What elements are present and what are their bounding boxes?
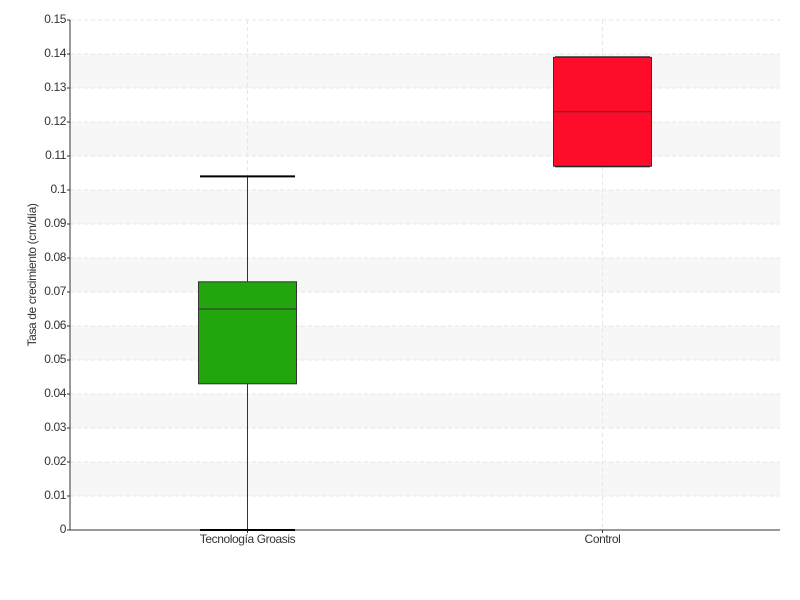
y-tick-label: 0.11: [45, 148, 67, 162]
y-tick-label: 0.01: [44, 488, 66, 502]
y-axis-label: Tasa de crecimiento (cm/día): [25, 203, 39, 346]
y-tick-label: 0.04: [44, 386, 66, 400]
box: [198, 281, 297, 385]
grid-band: [70, 54, 780, 88]
y-tick-label: 0.14: [44, 46, 66, 60]
grid-band: [70, 326, 780, 360]
y-tick-label: 0.12: [44, 114, 66, 128]
x-tick-label: Control: [585, 532, 621, 546]
y-tick-label: 0.1: [51, 182, 67, 196]
y-tick-label: 0.02: [44, 454, 66, 468]
grid-band: [70, 190, 780, 224]
y-tick-label: 0.08: [44, 250, 66, 264]
y-tick-label: 0.03: [44, 420, 66, 434]
grid-band: [70, 462, 780, 496]
y-tick-label: 0.06: [44, 318, 66, 332]
y-tick-label: 0.13: [44, 80, 66, 94]
y-tick-label: 0: [60, 522, 67, 536]
grid-band: [70, 394, 780, 428]
grid-band: [70, 258, 780, 292]
y-tick-label: 0.07: [44, 284, 66, 298]
y-tick-label: 0.09: [44, 216, 66, 230]
y-tick-label: 0.15: [44, 12, 66, 26]
y-tick-label: 0.05: [44, 352, 66, 366]
grid-band: [70, 122, 780, 156]
x-tick-label: Tecnología Groasis: [200, 532, 296, 546]
